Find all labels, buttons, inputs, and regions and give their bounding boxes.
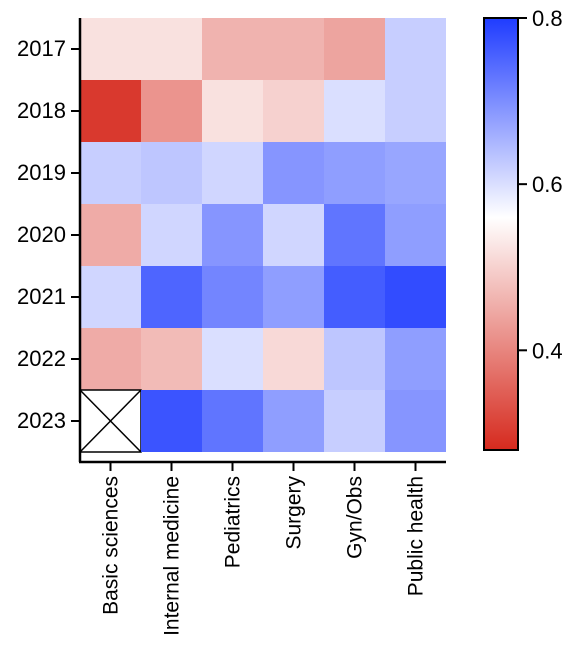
- row-label: 2022: [17, 346, 66, 371]
- heatmap-cell: [202, 390, 263, 452]
- heatmap-cell: [324, 80, 385, 142]
- heatmap-cell: [263, 80, 324, 142]
- heatmap-cell: [263, 18, 324, 80]
- colorbar-tick-label: 0.4: [532, 338, 563, 363]
- heatmap-cell: [385, 204, 446, 266]
- row-label: 2018: [17, 98, 66, 123]
- heatmap-cell: [324, 266, 385, 328]
- heatmap-cell: [324, 142, 385, 204]
- colorbar-gradient: [483, 17, 519, 451]
- missing-cell: [79, 389, 142, 453]
- row-label: 2020: [17, 222, 66, 247]
- row-label: 2017: [17, 36, 66, 61]
- heatmap-cell: [80, 204, 141, 266]
- row-labels: 2017 2018 2019 2020 2021 2022 2023: [17, 36, 80, 433]
- heatmap-cell: [324, 390, 385, 452]
- row-label: 2021: [17, 284, 66, 309]
- colorbar: 0.4 0.6 0.8: [483, 6, 563, 451]
- heatmap-cell: [385, 142, 446, 204]
- heatmap-cell: [385, 390, 446, 452]
- heatmap-cell: [202, 18, 263, 80]
- heatmap-cell: [80, 142, 141, 204]
- heatmap-cell: [263, 142, 324, 204]
- heatmap-cell: [385, 266, 446, 328]
- heatmap-cell: [263, 204, 324, 266]
- column-labels: Basic sciences Internal medicine Pediatric…: [100, 462, 428, 636]
- heatmap-cell: [324, 328, 385, 390]
- column-label: Pediatrics: [222, 476, 245, 568]
- heatmap-cells: [79, 18, 446, 453]
- column-label: Gyn/Obs: [344, 476, 367, 559]
- heatmap-cell: [141, 266, 202, 328]
- row-label: 2023: [17, 408, 66, 433]
- heatmap-cell: [80, 18, 141, 80]
- row-label: 2019: [17, 160, 66, 185]
- heatmap-cell: [141, 390, 202, 452]
- colorbar-tick-label: 0.6: [532, 172, 563, 197]
- heatmap-cell: [202, 328, 263, 390]
- heatmap-cell: [385, 328, 446, 390]
- column-label: Public health: [405, 476, 428, 596]
- heatmap-cell: [202, 266, 263, 328]
- heatmap-cell: [141, 328, 202, 390]
- heatmap-cell: [141, 80, 202, 142]
- heatmap-cell: [141, 204, 202, 266]
- colorbar-tick-label: 0.8: [532, 6, 563, 31]
- heatmap-cell: [80, 328, 141, 390]
- column-label: Surgery: [283, 476, 306, 550]
- heatmap-cell: [263, 328, 324, 390]
- heatmap-cell: [263, 266, 324, 328]
- heatmap-cell: [141, 18, 202, 80]
- heatmap-cell: [324, 204, 385, 266]
- heatmap-cell: [80, 80, 141, 142]
- heatmap-cell: [202, 204, 263, 266]
- heatmap-cell: [80, 266, 141, 328]
- heatmap-cell: [324, 18, 385, 80]
- heatmap-axes: [78, 18, 446, 464]
- heatmap-cell: [202, 142, 263, 204]
- heatmap-cell: [385, 18, 446, 80]
- column-label: Internal medicine: [161, 476, 184, 636]
- heatmap-cell: [141, 142, 202, 204]
- column-label: Basic sciences: [100, 476, 123, 615]
- heatmap-cell: [263, 390, 324, 452]
- heatmap-cell: [385, 80, 446, 142]
- heatmap-cell: [202, 80, 263, 142]
